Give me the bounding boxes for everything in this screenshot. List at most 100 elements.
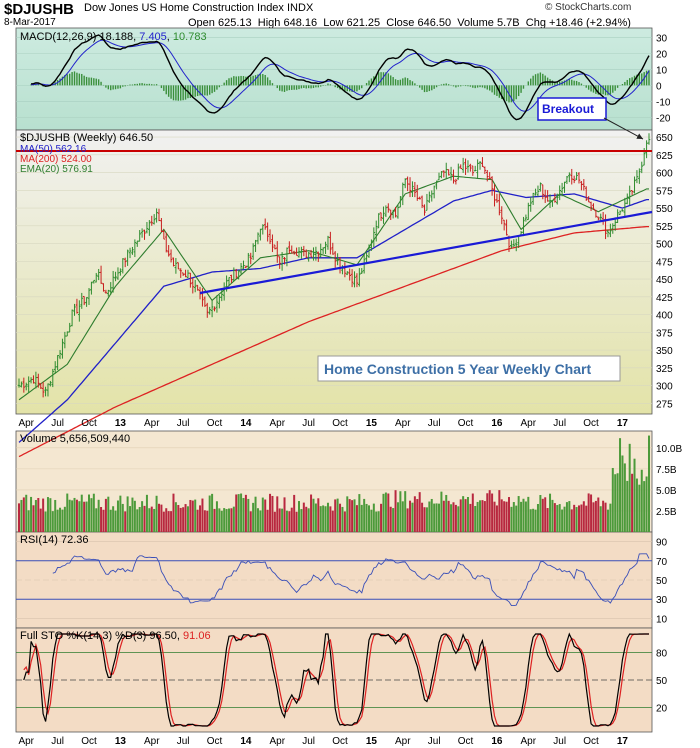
volume-bar — [425, 507, 428, 532]
bottom-x-axis: Apr Jul Oct 13 Apr Jul Oct 14 Apr Jul Oct 15 Apr Jul O… — [18, 736, 628, 747]
volume-bar — [281, 508, 284, 532]
volume-bar — [529, 509, 532, 532]
volume-bar — [324, 506, 327, 532]
volume-bar — [396, 502, 399, 532]
macd-line — [31, 34, 650, 121]
volume-bar — [116, 500, 119, 532]
sto-k-value: 96.50 — [149, 630, 177, 642]
volume-bar — [237, 494, 240, 532]
volume-bar — [51, 511, 54, 532]
volume-bar — [249, 511, 252, 532]
symbol-title: $DJUSHB — [4, 1, 75, 18]
volume-bar — [80, 494, 83, 532]
macd-y-tick: 20 — [656, 50, 668, 61]
bottom-x-tick: Oct — [81, 736, 97, 747]
volume-bar — [83, 501, 86, 532]
volume-bar — [66, 493, 69, 532]
volume-bar — [160, 504, 163, 532]
volume-bar — [298, 501, 300, 532]
volume-bar — [582, 501, 585, 532]
bottom-x-tick: 15 — [366, 736, 378, 747]
volume-bar — [372, 503, 375, 532]
volume-bar — [235, 494, 238, 532]
volume-bar — [411, 502, 414, 532]
volume-bar — [312, 498, 315, 532]
volume-bar — [609, 503, 612, 532]
volume-bar — [206, 510, 209, 532]
chg-label: Chg — [525, 17, 546, 29]
uptrend-line — [199, 210, 653, 295]
volume-bar — [358, 494, 361, 532]
volume-bar — [256, 508, 259, 532]
price-y-tick: 625 — [656, 151, 673, 162]
price-x-tick: Jul — [553, 418, 566, 429]
volume-bar — [285, 510, 288, 532]
open-label: Open — [188, 17, 215, 29]
macd-histogram — [30, 70, 650, 103]
price-x-tick: 14 — [240, 418, 252, 429]
volume-bar — [242, 497, 245, 532]
volume-bar — [141, 501, 144, 532]
y-axes: 6506256005755505255004754504254003753503… — [656, 34, 682, 715]
volume-bar — [534, 509, 537, 532]
bottom-x-tick: Oct — [583, 736, 599, 747]
volume-bar — [170, 511, 173, 532]
volume-bar — [201, 498, 204, 532]
price-x-tick: Jul — [51, 418, 64, 429]
volume-bar — [394, 490, 397, 532]
volume-bar — [307, 508, 310, 532]
volume-bar — [331, 510, 334, 532]
volume-bar — [445, 494, 448, 532]
volume-bar — [505, 501, 508, 532]
sto-y-tick: 50 — [656, 676, 668, 687]
volume-bar — [211, 493, 214, 532]
volume-bar — [633, 458, 636, 532]
volume-bar — [580, 504, 583, 532]
volume-bar — [95, 508, 98, 532]
volume-bar — [49, 498, 52, 532]
volume-bar — [92, 493, 95, 532]
bottom-x-tick: 13 — [115, 736, 127, 747]
price-y-tick: 275 — [656, 399, 673, 410]
volume-bar — [73, 497, 76, 532]
ema20-line — [18, 175, 649, 401]
volume-bar — [561, 509, 564, 532]
rsi-lines — [52, 553, 650, 607]
volume-bar — [213, 508, 216, 532]
high-label: High — [257, 17, 281, 29]
macd-title: MACD(12,26,9) 18.188, 7.405, 10.783 — [20, 31, 207, 43]
volume-bar — [493, 501, 496, 532]
volume-bar — [225, 509, 228, 532]
volume-bar — [63, 506, 66, 532]
volume-bar — [189, 499, 192, 532]
volume-bar — [471, 493, 474, 532]
breakout-callout — [537, 97, 607, 121]
volume-bar — [56, 509, 59, 532]
bottom-x-tick: 14 — [240, 736, 252, 747]
volume-bar — [153, 508, 156, 532]
price-y-tick: 650 — [656, 133, 673, 144]
volume-bar — [423, 507, 426, 532]
volume-bar — [269, 493, 272, 532]
moving-averages — [18, 175, 649, 458]
bottom-x-tick: Jul — [553, 736, 566, 747]
price-y-tick: 500 — [656, 240, 673, 251]
sto-lines — [23, 632, 649, 727]
volume-bar — [619, 438, 622, 532]
volume-y-tick: 7.5B — [656, 465, 677, 476]
volume-bar — [310, 494, 313, 532]
bottom-x-tick: Oct — [207, 736, 223, 747]
volume-bar — [631, 473, 634, 532]
bottom-x-tick: Apr — [144, 736, 160, 747]
volume-bar — [288, 511, 291, 532]
volume-bar — [430, 498, 433, 532]
volume-bar — [498, 490, 501, 532]
volume-bar — [508, 497, 510, 532]
price-x-axis: Apr Jul Oct 13 Apr Jul Oct 14 Apr Jul Oct 15 Apr Jul O… — [18, 418, 628, 429]
volume-bar — [264, 499, 267, 532]
volume-bar — [353, 499, 356, 532]
close-label: Close — [386, 17, 415, 29]
price-x-tick: Jul — [177, 418, 190, 429]
volume-bar — [553, 503, 556, 532]
